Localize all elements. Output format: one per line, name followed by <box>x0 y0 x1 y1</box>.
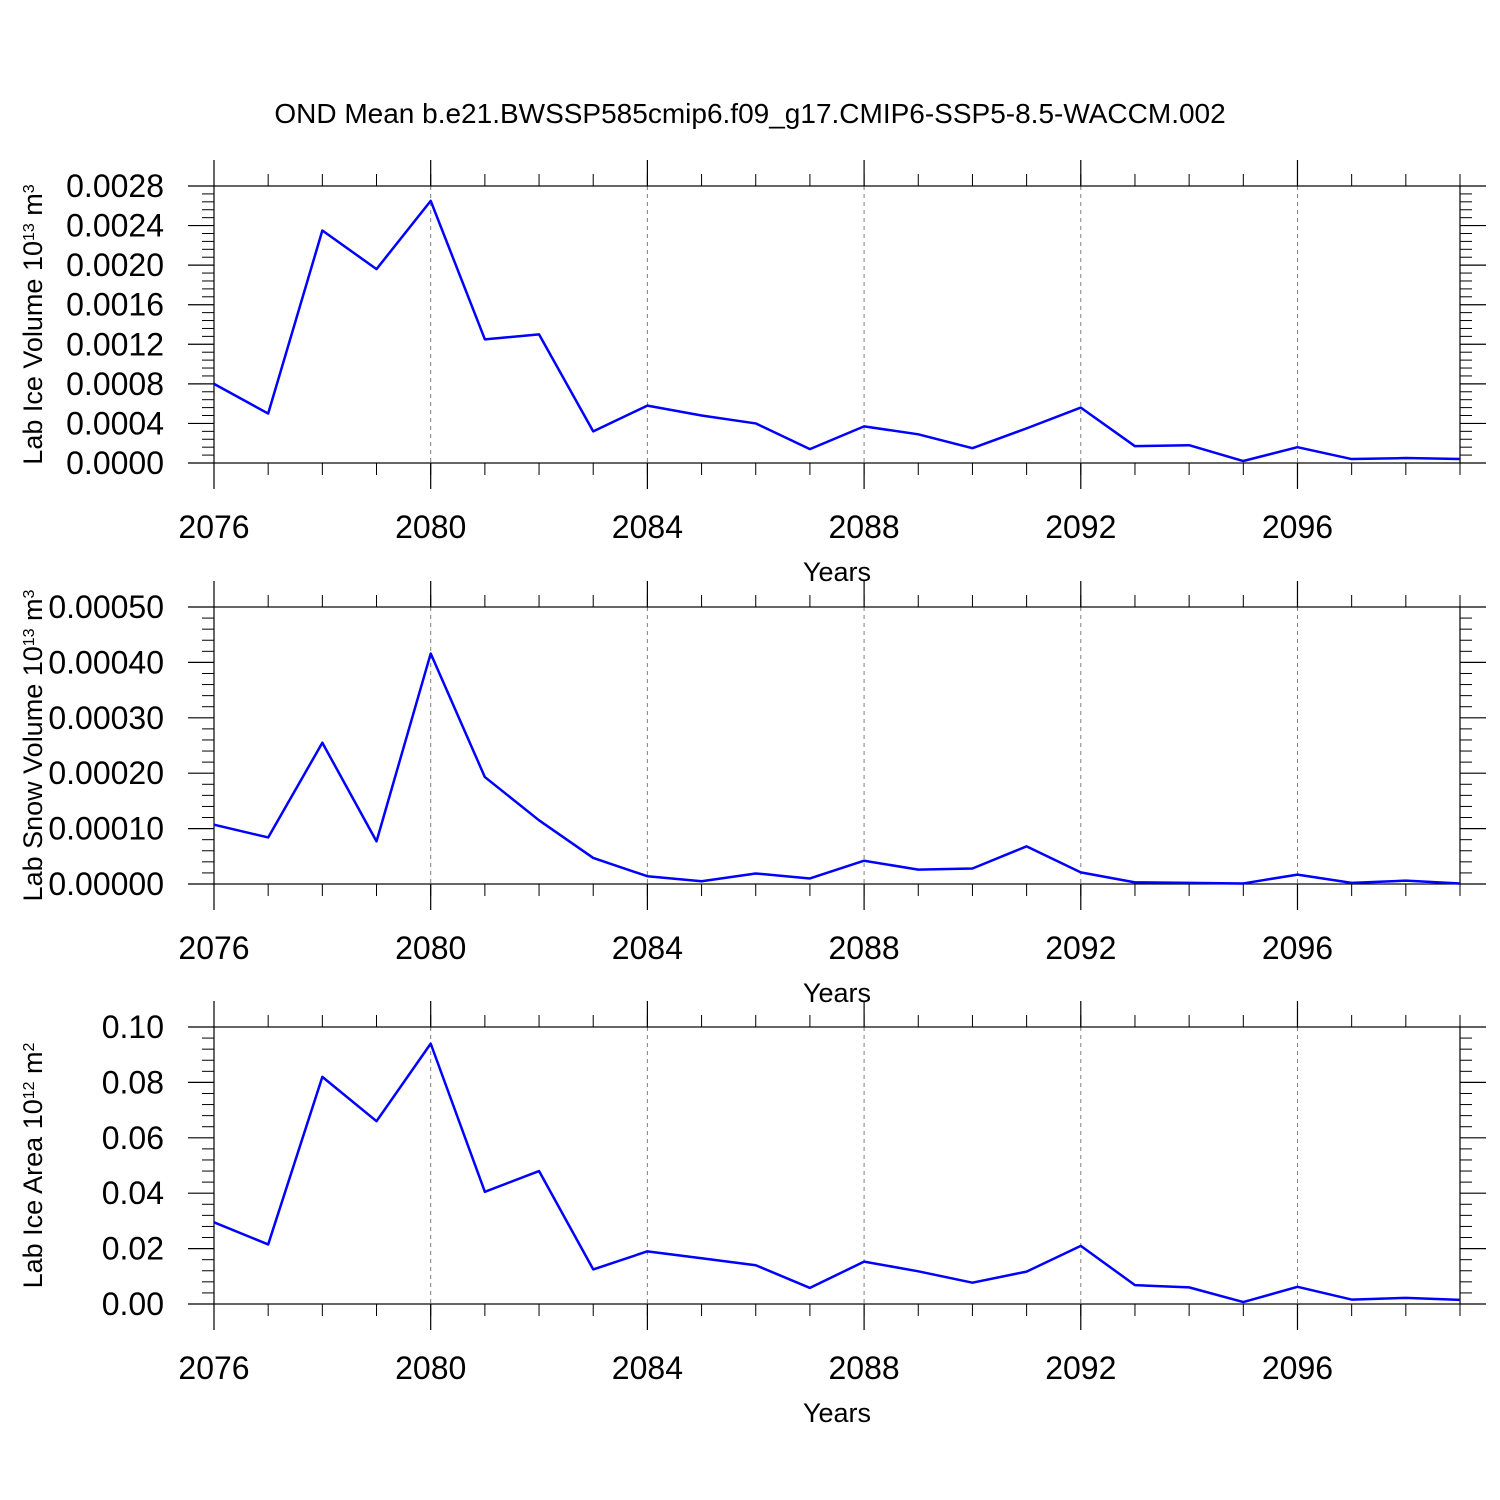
x-tick-label: 2088 <box>828 1350 899 1386</box>
x-axis-title: Years <box>803 1398 871 1428</box>
grid-lines <box>430 607 1298 884</box>
major-ticks <box>188 160 1486 489</box>
y-axis-title-exponent: 13 <box>21 223 38 241</box>
y-tick-label: 0.08 <box>102 1064 164 1100</box>
x-tick-label: 2080 <box>395 930 466 966</box>
y-tick-label: 0.00050 <box>48 589 164 625</box>
y-tick-label: 0.04 <box>102 1175 164 1211</box>
x-tick-label: 2088 <box>828 509 899 545</box>
y-tick-label: 0.0028 <box>66 168 164 204</box>
x-tick-label: 2096 <box>1262 1350 1333 1386</box>
y-axis-title-text: Lab Ice Area 10 <box>18 1099 48 1288</box>
y-tick-label: 0.00000 <box>48 866 164 902</box>
plot-frame <box>213 606 1461 885</box>
y-tick-label: 0.06 <box>102 1120 164 1156</box>
y-axis-title-text: Lab Ice Volume 10 <box>18 241 48 465</box>
major-ticks <box>188 581 1486 910</box>
y-tick-label: 0.00040 <box>48 644 164 680</box>
x-axis-title: Years <box>803 557 871 587</box>
x-tick-label: 2076 <box>178 1350 249 1386</box>
x-tick-label: 2092 <box>1045 509 1116 545</box>
grid-lines <box>430 186 1298 463</box>
x-tick-label: 2096 <box>1262 509 1333 545</box>
y-axis-title-unit: m <box>18 598 48 628</box>
panel-ice-area: 0.00 0.02 0.04 0.06 0.08 0.10 2076 2080 2084 208… <box>18 1001 1486 1428</box>
minor-ticks <box>202 174 1472 475</box>
x-tick-label: 2084 <box>612 930 683 966</box>
x-tick-labels: 2076 2080 2084 2088 2092 2096 <box>178 930 1333 966</box>
x-tick-label: 2084 <box>612 509 683 545</box>
x-tick-label: 2076 <box>178 930 249 966</box>
y-tick-label: 0.00030 <box>48 700 164 736</box>
panel-ice-volume: 0.00000.00040.00080.00120.00160.00200.00… <box>18 160 1486 587</box>
y-tick-label: 0.02 <box>102 1231 164 1267</box>
y-tick-label: 0.00010 <box>48 811 164 847</box>
x-tick-label: 2096 <box>1262 930 1333 966</box>
x-tick-label: 2092 <box>1045 1350 1116 1386</box>
y-tick-labels: 0.00000 0.00010 0.00020 0.00030 0.00040 0.000… <box>48 589 164 902</box>
x-tick-label: 2092 <box>1045 930 1116 966</box>
y-tick-label: 0.00 <box>102 1286 164 1322</box>
y-axis-title: Lab Snow Volume 1013 m3 <box>18 589 48 901</box>
x-tick-label: 2080 <box>395 509 466 545</box>
y-tick-label: 0.00020 <box>48 755 164 791</box>
x-tick-label: 2088 <box>828 930 899 966</box>
y-tick-label: 0.10 <box>102 1009 164 1045</box>
y-axis-title-unit-exponent: 3 <box>21 589 38 598</box>
y-axis-title: Lab Ice Area 1012 m2 <box>18 1042 48 1288</box>
plot-frame <box>213 1026 1461 1305</box>
x-tick-labels: 2076 2080 2084 2088 2092 2096 <box>178 1350 1333 1386</box>
y-tick-labels: 0.00000.00040.00080.00120.00160.00200.00… <box>66 168 164 481</box>
minor-ticks <box>202 1015 1472 1316</box>
panel-snow-volume: 0.00000 0.00010 0.00020 0.00030 0.00040 0.000… <box>18 581 1486 1008</box>
y-tick-label: 0.0004 <box>66 405 164 441</box>
ice-area-series-line <box>213 1042 1461 1304</box>
y-axis-title-exponent: 13 <box>21 628 38 646</box>
figure-title: OND Mean b.e21.BWSSP585cmip6.f09_g17.CMI… <box>274 98 1225 129</box>
x-tick-label: 2084 <box>612 1350 683 1386</box>
x-tick-label: 2076 <box>178 509 249 545</box>
y-tick-label: 0.0020 <box>66 247 164 283</box>
y-axis-title-unit: m <box>18 193 48 223</box>
ice-volume-series-line <box>213 199 1461 463</box>
x-tick-label: 2080 <box>395 1350 466 1386</box>
y-axis-title-unit-exponent: 2 <box>21 1042 38 1051</box>
y-axis-title-unit-exponent: 3 <box>21 184 38 193</box>
grid-lines <box>430 1027 1298 1304</box>
plot-frame <box>213 185 1461 464</box>
x-axis-title: Years <box>803 978 871 1008</box>
minor-ticks <box>202 595 1472 896</box>
y-axis-title-unit: m <box>18 1051 48 1081</box>
y-tick-label: 0.0008 <box>66 366 164 402</box>
y-axis-title-text: Lab Snow Volume 10 <box>18 646 48 901</box>
y-tick-label: 0.0012 <box>66 326 164 362</box>
y-tick-label: 0.0000 <box>66 445 164 481</box>
x-tick-labels: 2076 2080 2084 2088 2092 2096 <box>178 509 1333 545</box>
y-axis-title: Lab Ice Volume 1013 m3 <box>18 184 48 464</box>
y-tick-labels: 0.00 0.02 0.04 0.06 0.08 0.10 <box>102 1009 164 1322</box>
snow-volume-series-line <box>213 652 1461 885</box>
major-ticks <box>188 1001 1486 1330</box>
y-tick-label: 0.0016 <box>66 287 164 323</box>
y-axis-title-exponent: 12 <box>21 1081 38 1099</box>
y-tick-label: 0.0024 <box>66 208 164 244</box>
